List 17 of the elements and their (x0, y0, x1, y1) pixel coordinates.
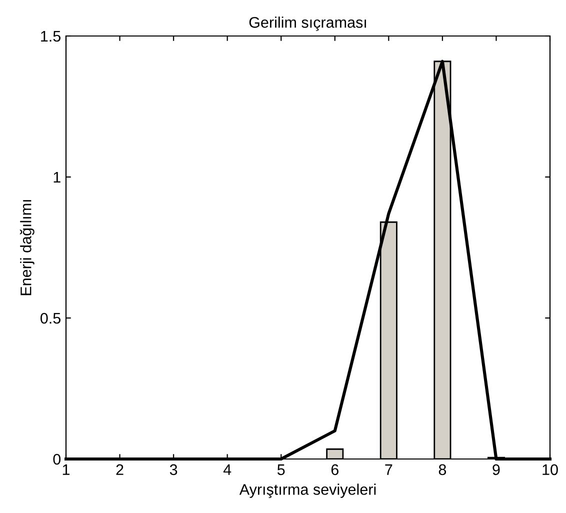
y-tick-label: 0 (53, 454, 61, 465)
y-tick-label: 1 (54, 172, 60, 183)
chart-title: Gerilim sıçraması (249, 16, 366, 31)
y-axis-title: Enerji dağılımı (20, 200, 34, 296)
x-tick-label: 2 (116, 464, 124, 475)
x-tick-label: 7 (385, 464, 392, 475)
x-tick-label: 8 (438, 464, 446, 476)
x-tick-label: 3 (170, 464, 178, 476)
x-tick-label: 5 (277, 464, 285, 476)
x-tick-label: 10 (542, 464, 558, 476)
x-tick-label: 6 (331, 464, 338, 476)
x-tick-label: 1 (62, 464, 70, 475)
x-tick-label: 9 (492, 464, 500, 476)
y-tick-label: 1.5 (41, 31, 60, 42)
x-tick-label: 4 (223, 464, 232, 475)
y-tick-label: 0.5 (40, 312, 60, 324)
x-axis-title: Ayrıştırma seviyeleri (239, 484, 376, 498)
